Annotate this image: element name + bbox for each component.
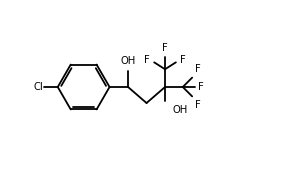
Text: F: F	[162, 43, 168, 53]
Text: Cl: Cl	[34, 82, 44, 92]
Text: F: F	[180, 55, 186, 65]
Text: F: F	[145, 55, 150, 65]
Text: F: F	[195, 100, 201, 110]
Text: F: F	[198, 82, 204, 92]
Text: F: F	[195, 64, 201, 74]
Text: OH: OH	[173, 105, 188, 115]
Text: OH: OH	[120, 56, 136, 66]
